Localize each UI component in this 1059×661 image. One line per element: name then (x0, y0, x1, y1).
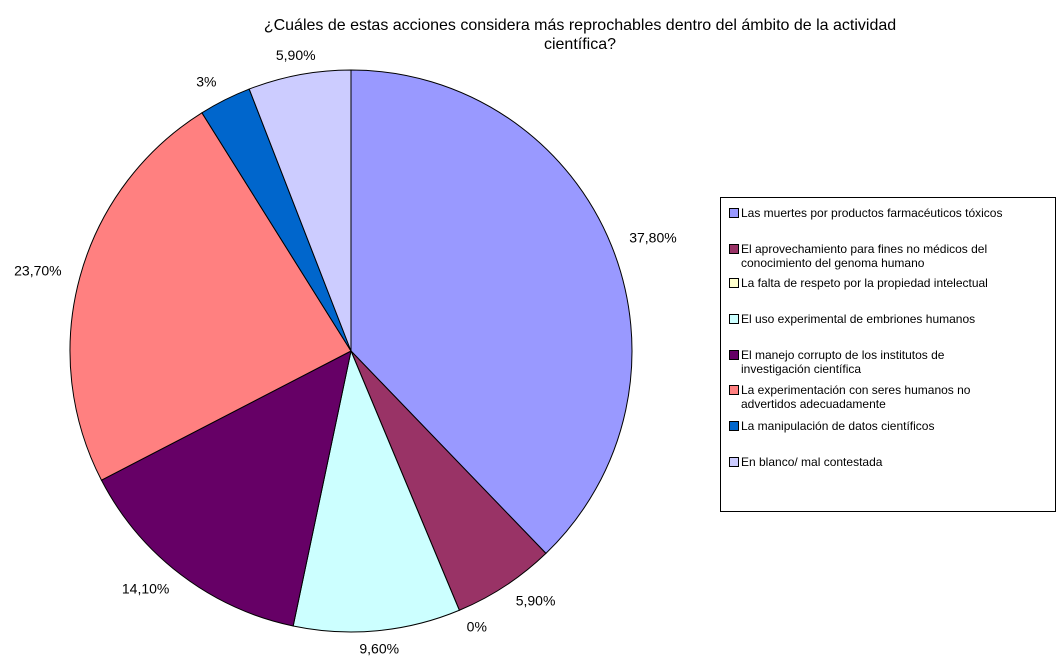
pie-slice (100, 350, 352, 627)
legend-label: En blanco/ mal contestada (741, 455, 883, 469)
pie-slice (248, 69, 352, 352)
legend-swatch (729, 385, 739, 395)
data-label: 0% (467, 619, 487, 635)
pie-slice (292, 349, 461, 633)
legend-swatch (729, 457, 739, 467)
legend-swatch (729, 278, 739, 288)
legend-item: La falta de respeto por la propiedad int… (729, 276, 988, 290)
legend-item: En blanco/ mal contestada (729, 455, 882, 469)
pie-slice (350, 69, 633, 555)
legend-label: La manipulación de datos científicos (741, 419, 935, 433)
chart-title: ¿Cuáles de estas acciones considera más … (263, 17, 897, 53)
legend-swatch (729, 314, 739, 324)
legend-item: El uso experimental de embriones humanos (729, 312, 975, 326)
legend-label: El aprovechamiento para fines no médicos… (741, 242, 988, 270)
data-label: 9,60% (359, 640, 399, 656)
data-label: 5,90% (516, 592, 556, 608)
legend-swatch (729, 421, 739, 431)
legend-label: El uso experimental de embriones humanos (741, 312, 976, 326)
data-label: 37,80% (629, 230, 676, 246)
legend-item: Las muertes por productos farmacéuticos … (729, 206, 1002, 220)
data-label: 23,70% (14, 263, 61, 279)
legend-label: Las muertes por productos farmacéuticos … (741, 206, 1003, 220)
legend-item: El aprovechamiento para fines no médicos… (729, 242, 987, 270)
legend-swatch (729, 244, 739, 254)
legend-item: La manipulación de datos científicos (729, 419, 934, 433)
data-label: 5,90% (276, 47, 316, 63)
legend-swatch (729, 208, 739, 218)
data-label: 14,10% (122, 580, 169, 596)
legend-label: La experimentación con seres humanos no … (741, 383, 971, 411)
legend-label: La falta de respeto por la propiedad int… (741, 276, 988, 290)
data-label: 3% (196, 74, 216, 90)
legend: Las muertes por productos farmacéuticos … (720, 197, 1056, 512)
pie-slice (69, 112, 352, 481)
legend-item: La experimentación con seres humanos no … (729, 383, 970, 411)
legend-item: El manejo corrupto de los institutos de … (729, 348, 944, 376)
legend-label: El manejo corrupto de los institutos de … (741, 348, 945, 376)
legend-swatch (729, 350, 739, 360)
